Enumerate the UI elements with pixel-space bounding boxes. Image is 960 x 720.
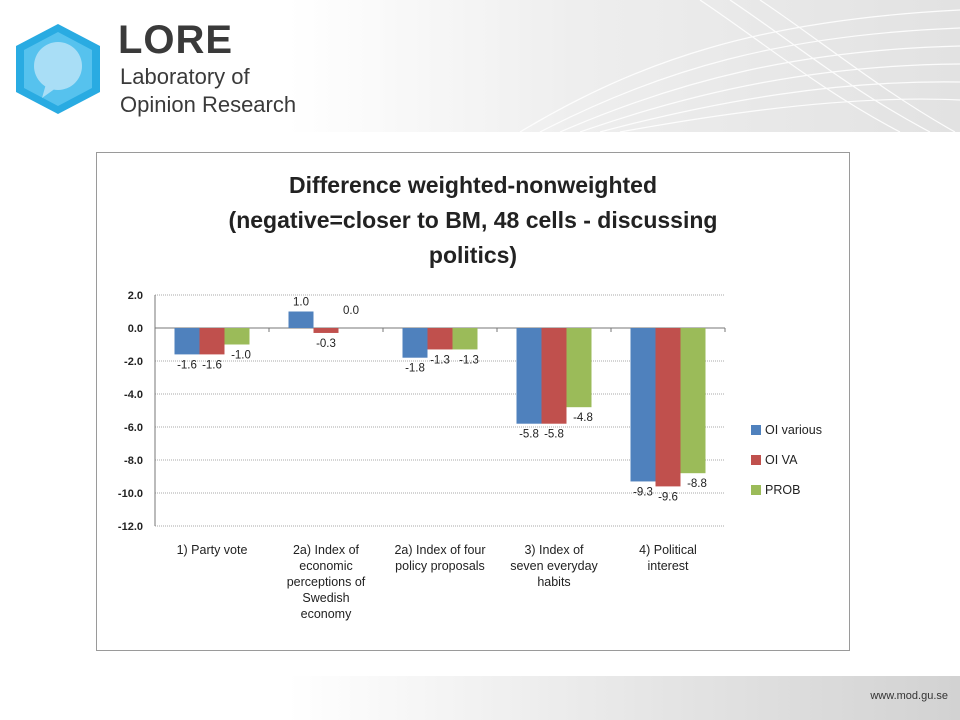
data-label: -1.3 xyxy=(430,354,450,366)
data-label: -1.6 xyxy=(202,359,222,371)
data-label: -9.6 xyxy=(658,491,678,503)
x-category-label: policy proposals xyxy=(395,559,485,573)
x-category-label: 1) Party vote xyxy=(177,543,248,557)
footer-url: www.mod.gu.se xyxy=(870,690,948,702)
data-label: -1.0 xyxy=(231,350,251,362)
x-category-label: habits xyxy=(537,575,570,589)
chart-title-line: (negative=closer to BM, 48 cells - discu… xyxy=(229,207,718,233)
y-tick-label: 2.0 xyxy=(128,290,143,302)
x-category-label: interest xyxy=(648,559,690,573)
legend-label: OI various xyxy=(765,423,822,437)
logo-title: LORE xyxy=(118,18,234,62)
legend-swatch-oi-va xyxy=(751,455,761,465)
bar-prob xyxy=(680,328,706,474)
x-category-label: perceptions of xyxy=(287,575,366,589)
y-tick-label: -4.0 xyxy=(124,389,143,401)
y-tick-label: 0.0 xyxy=(128,323,143,335)
bar-oi-various xyxy=(402,328,428,358)
bar-oi-various xyxy=(630,328,656,482)
data-label: 0.0 xyxy=(343,305,359,317)
bar-oi-va xyxy=(541,328,567,424)
x-category-label: economy xyxy=(301,607,352,621)
lore-logo-icon xyxy=(16,24,100,114)
legend-label: OI VA xyxy=(765,453,798,467)
data-label: -5.8 xyxy=(519,429,539,441)
x-category-label: seven everyday xyxy=(510,559,598,573)
y-tick-label: -12.0 xyxy=(118,521,143,533)
x-category-label: 2a) Index of xyxy=(293,543,360,557)
x-category-label: economic xyxy=(299,559,353,573)
slide-header: LORE Laboratory of Opinion Research xyxy=(0,0,960,132)
y-tick-label: -10.0 xyxy=(118,488,143,500)
bar-oi-various xyxy=(516,328,542,424)
data-label: -1.8 xyxy=(405,363,425,375)
legend-swatch-oi-various xyxy=(751,425,761,435)
bar-oi-va xyxy=(199,328,225,355)
x-category-label: 2a) Index of four xyxy=(394,543,485,557)
bar-chart: Difference weighted-nonweighted (negative… xyxy=(118,172,822,621)
data-label: -0.3 xyxy=(316,338,336,350)
chart-title-line: Difference weighted-nonweighted xyxy=(289,172,657,198)
data-label: 1.0 xyxy=(293,297,309,309)
data-label: -9.3 xyxy=(633,486,653,498)
bar-oi-various xyxy=(288,311,314,328)
bar-prob xyxy=(452,328,478,350)
data-label: -1.3 xyxy=(459,354,479,366)
data-label: -5.8 xyxy=(544,429,564,441)
data-label: -1.6 xyxy=(177,359,197,371)
logo-subtitle-line1: Laboratory of xyxy=(120,64,250,89)
bar-oi-va xyxy=(655,328,681,487)
y-tick-label: -2.0 xyxy=(124,356,143,368)
bar-prob xyxy=(566,328,592,408)
x-category-label: 3) Index of xyxy=(524,543,584,557)
slide-footer: www.mod.gu.se xyxy=(0,676,960,720)
x-category-label: 4) Political xyxy=(639,543,697,557)
bar-oi-va xyxy=(427,328,453,350)
y-tick-label: -6.0 xyxy=(124,422,143,434)
y-tick-label: -8.0 xyxy=(124,455,143,467)
data-label: -8.8 xyxy=(687,478,707,490)
legend-label: PROB xyxy=(765,483,800,497)
logo-subtitle-line2: Opinion Research xyxy=(120,92,297,117)
data-label: -4.8 xyxy=(573,412,593,424)
bar-oi-various xyxy=(174,328,200,355)
bar-prob xyxy=(224,328,250,345)
x-category-label: Swedish xyxy=(302,591,349,605)
header-swirl-decoration xyxy=(519,0,960,132)
bar-oi-va xyxy=(313,328,339,333)
legend-swatch-prob xyxy=(751,485,761,495)
chart-title-line: politics) xyxy=(429,242,517,268)
chart-frame: Difference weighted-nonweighted (negative… xyxy=(96,152,850,651)
